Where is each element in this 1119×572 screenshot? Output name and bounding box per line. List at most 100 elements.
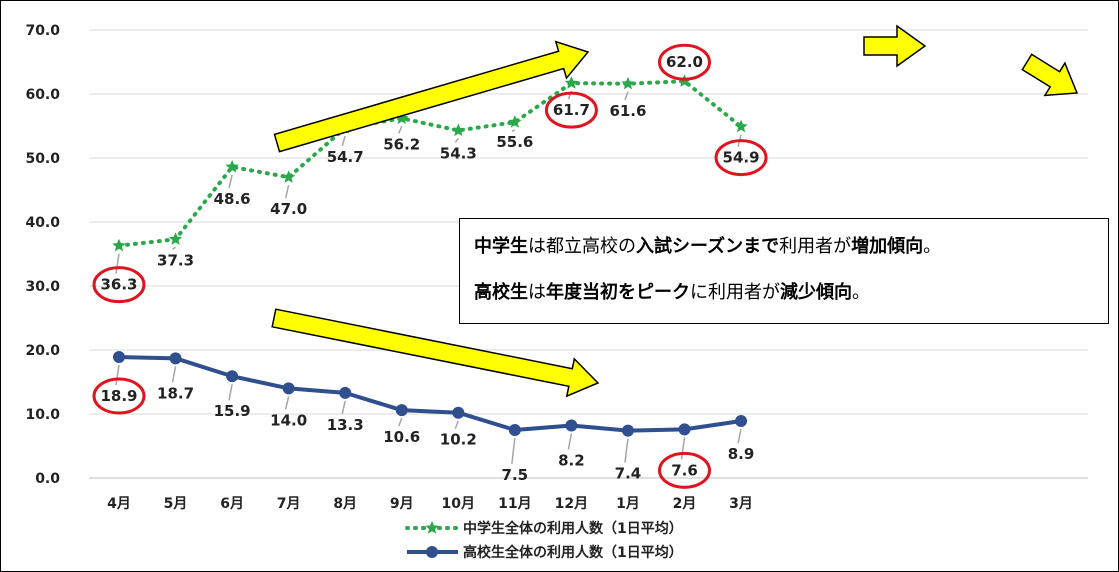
y-tick-label: 40.0 (25, 215, 60, 231)
data-point-marker (395, 111, 409, 124)
leader-line (341, 400, 346, 415)
leader-line (115, 364, 120, 386)
y-tick-label: 30.0 (25, 279, 60, 295)
annotation-segment: 。 (923, 236, 942, 257)
annotation-line-junior-high: 中学生は都立高校の入試シーズンまで利用者が増加傾向。 (474, 233, 1094, 279)
x-tick-label: 8月 (333, 496, 357, 512)
data-label: 54.9 (723, 149, 760, 167)
highlight-circle (714, 139, 768, 177)
data-label: 13.3 (327, 416, 364, 434)
highlight-circle (92, 377, 146, 415)
leader-line (115, 253, 120, 274)
data-label: 10.6 (383, 428, 420, 446)
annotation-segment: 年度当初をピーク (546, 282, 690, 303)
leader-line (341, 135, 346, 147)
data-label: 54.7 (327, 148, 364, 166)
data-label: 37.3 (157, 251, 194, 269)
leader-line (511, 437, 516, 465)
data-point-marker (734, 119, 748, 133)
x-tick-label: 11月 (498, 496, 531, 512)
leader-line (398, 126, 403, 134)
data-label: 14.0 (270, 411, 307, 429)
data-point-marker (168, 232, 183, 245)
highlight-circle (92, 266, 146, 304)
data-label: 62.0 (666, 53, 703, 71)
data-label: 8.9 (728, 445, 755, 463)
leader-line (284, 396, 290, 410)
y-tick-label: 20.0 (25, 343, 60, 359)
data-point-marker (564, 76, 579, 89)
data-point-marker (112, 238, 126, 252)
data-point-marker (339, 386, 352, 399)
data-label: 8.2 (558, 452, 585, 470)
highlight-circle (658, 43, 711, 81)
data-point-marker (169, 352, 182, 365)
data-point-marker (452, 406, 465, 419)
y-tick-label: 0.0 (35, 471, 60, 487)
data-label: 61.6 (609, 102, 646, 120)
annotation-segment: は (528, 282, 546, 303)
data-label: 61.7 (553, 101, 590, 119)
leader-line (228, 174, 233, 189)
data-point-marker (678, 423, 691, 436)
annotation-segment: 高校生 (474, 282, 528, 303)
data-point-marker (282, 382, 295, 395)
data-label: 7.6 (671, 461, 698, 479)
x-tick-label: 1月 (616, 496, 640, 512)
legend-marker-junior-high (425, 521, 439, 534)
data-label: 54.3 (440, 144, 477, 162)
data-label: 36.3 (100, 276, 137, 294)
leader-line (680, 437, 686, 460)
leader-line (398, 417, 403, 427)
x-tick-label: 7月 (277, 496, 301, 512)
data-point-marker (565, 419, 578, 432)
series-line-high-school (118, 355, 742, 433)
data-point-marker (225, 160, 239, 173)
data-point-marker (226, 370, 239, 383)
legend-label-high-school: 高校生全体の利用人数（1日平均） (463, 544, 683, 561)
legend-marker-high-school (426, 546, 438, 558)
leader-line (511, 129, 516, 132)
leader-line (454, 420, 460, 429)
x-tick-label: 10月 (442, 496, 475, 512)
trend-arrow (271, 308, 600, 398)
leader-line (737, 428, 742, 444)
series-line-junior-high (117, 79, 744, 248)
x-tick-label: 3月 (729, 496, 753, 512)
highlight-circle (658, 451, 711, 489)
trend-arrow (1021, 53, 1079, 97)
highlight-circle (544, 91, 598, 129)
data-label: 47.0 (270, 200, 307, 218)
data-label: 48.6 (214, 190, 251, 208)
data-point-marker (508, 115, 522, 128)
leader-line (454, 138, 459, 143)
data-label: 18.7 (157, 384, 194, 402)
annotation-segment: 利用者が (779, 236, 852, 257)
data-label: 56.2 (383, 135, 420, 153)
annotation-box: 中学生は都立高校の入試シーズンまで利用者が増加傾向。 高校生は年度当初をピークに… (459, 218, 1109, 324)
leader-line (228, 384, 233, 401)
data-point-marker (621, 76, 635, 90)
y-tick-label: 10.0 (25, 407, 60, 423)
data-label: 7.4 (615, 465, 642, 483)
trend-arrow (273, 40, 590, 153)
x-tick-label: 4月 (107, 496, 131, 512)
data-point-marker (395, 404, 408, 417)
annotation-segment: 減少傾向 (780, 282, 852, 303)
data-point-marker (282, 170, 296, 183)
data-label: 10.2 (440, 431, 477, 449)
leader-line (172, 246, 176, 250)
data-point-marker (621, 424, 634, 437)
y-tick-label: 70.0 (25, 23, 60, 39)
annotation-segment: 中学生 (474, 236, 528, 257)
legend-label-junior-high: 中学生全体の利用人数（1日平均） (463, 520, 683, 537)
data-point-marker (113, 351, 125, 364)
leader-line (567, 433, 573, 450)
y-tick-label: 60.0 (25, 87, 60, 103)
leader-line (171, 366, 177, 383)
leader-line (284, 185, 290, 199)
data-point-marker (451, 123, 465, 137)
data-point-marker (508, 424, 521, 436)
trend-arrow (863, 24, 927, 68)
x-tick-label: 6月 (220, 496, 244, 512)
